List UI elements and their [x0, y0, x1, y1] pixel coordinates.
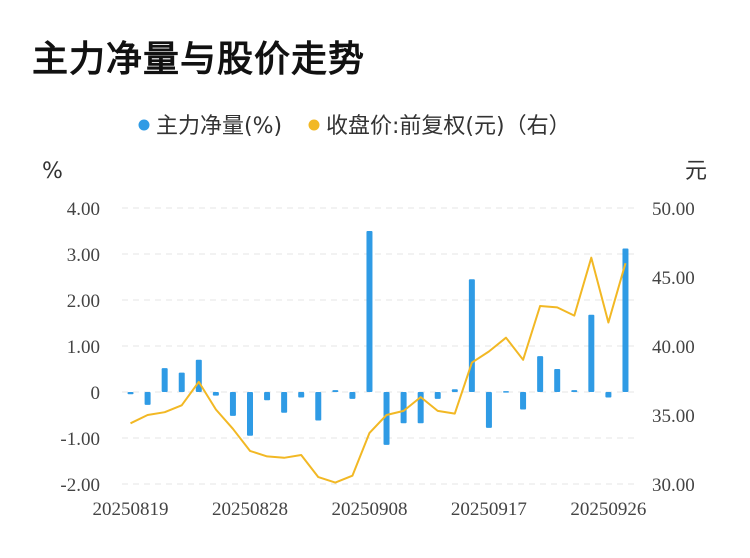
- y-right-tick: 35.00: [652, 406, 695, 427]
- bar: [605, 392, 612, 398]
- bar: [571, 390, 578, 392]
- left-axis-unit: %: [42, 159, 63, 184]
- x-tick: 20250926: [570, 499, 646, 520]
- bar: [622, 248, 629, 392]
- bar: [451, 389, 458, 392]
- y-right-tick: 45.00: [652, 268, 695, 289]
- x-tick: 20250917: [451, 499, 527, 520]
- bar: [212, 392, 219, 396]
- legend-label-2: 收盘价:前复权(元)（右）: [326, 114, 571, 139]
- bar: [520, 392, 527, 410]
- bar: [349, 392, 356, 399]
- bar: [537, 356, 544, 392]
- y-left-tick: 0: [91, 383, 101, 404]
- y-left-tick: 2.00: [67, 291, 100, 312]
- x-tick: 20250819: [93, 499, 169, 520]
- bar: [264, 392, 271, 401]
- y-left-tick: 1.00: [67, 337, 100, 358]
- bar: [554, 369, 561, 392]
- bar: [468, 279, 475, 392]
- bar: [434, 392, 441, 399]
- bar: [144, 392, 151, 405]
- y-left-tick: 4.00: [67, 199, 100, 220]
- y-left-tick: -1.00: [60, 429, 100, 450]
- y-left-tick: 3.00: [67, 245, 100, 266]
- right-axis-unit: 元: [685, 159, 707, 184]
- y-right-tick: 30.00: [652, 475, 695, 496]
- chart-title: 主力净量与股价走势: [32, 39, 366, 80]
- bar: [178, 372, 185, 392]
- price-line: [130, 256, 627, 484]
- bar: [485, 392, 492, 428]
- bar: [503, 391, 509, 393]
- y-left-tick: -2.00: [60, 475, 100, 496]
- y-right-tick: 40.00: [652, 337, 695, 358]
- bar: [281, 392, 288, 413]
- bar: [400, 392, 407, 424]
- x-tick: 20250828: [212, 499, 288, 520]
- bar: [588, 314, 595, 392]
- bar: [315, 392, 322, 421]
- bar: [366, 231, 373, 392]
- bar: [229, 392, 236, 416]
- bar: [298, 392, 305, 398]
- bar: [332, 390, 339, 392]
- bar: [383, 392, 390, 445]
- x-tick: 20250908: [331, 499, 407, 520]
- bar: [247, 392, 253, 436]
- bar: [127, 392, 134, 395]
- legend-marker-2: [308, 119, 320, 131]
- legend-marker-1: [138, 119, 150, 131]
- bar: [161, 368, 168, 392]
- bar: [417, 392, 424, 424]
- legend-label-1: 主力净量(%): [156, 114, 282, 139]
- y-right-tick: 50.00: [652, 199, 695, 220]
